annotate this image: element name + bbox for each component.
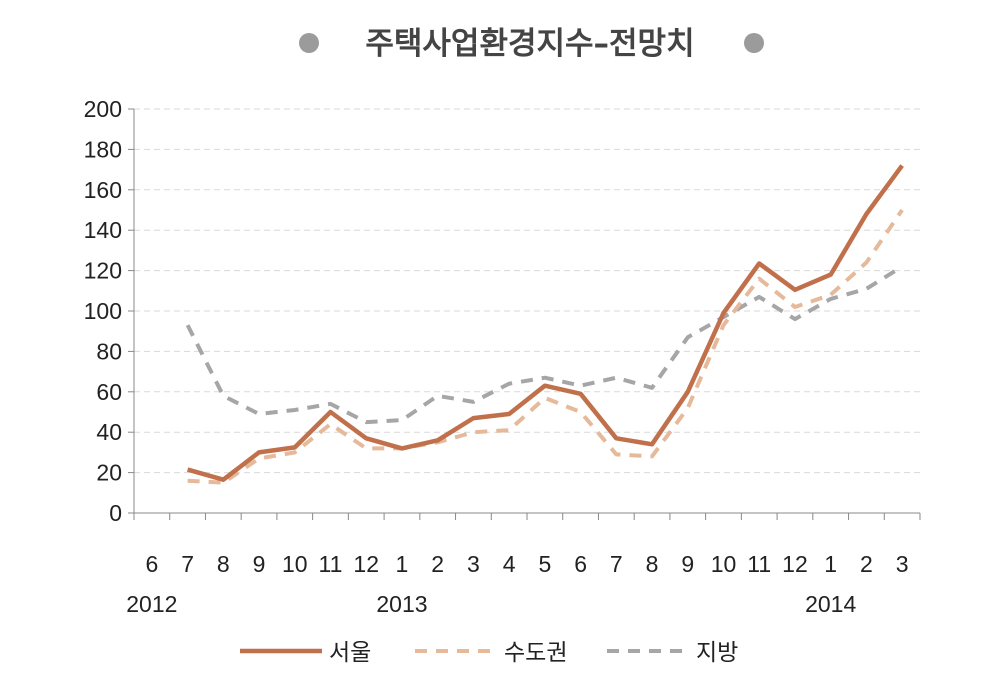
year-label: 2012 [126,591,177,617]
title-right-bullet-icon [744,33,764,53]
x-tick-label: 5 [538,551,551,577]
x-tick-label: 9 [681,551,694,577]
x-tick-label: 6 [145,551,158,577]
x-tick-label: 2 [431,551,444,577]
y-tick-label: 140 [84,217,122,243]
y-tick-label: 120 [84,258,122,284]
x-tick-label: 2 [860,551,873,577]
x-tick-label: 3 [467,551,480,577]
x-tick-label: 6 [574,551,587,577]
y-tick-label: 80 [96,338,122,364]
y-tick-label: 60 [96,379,122,405]
legend-item-provinces: 지방 [607,640,738,666]
y-tick-label: 40 [96,419,122,445]
x-tick-label: 12 [353,551,379,577]
year-labels: 2012 2013 2014 [126,591,856,617]
x-tick-label: 10 [711,551,737,577]
year-label: 2014 [805,591,856,617]
x-axis-ticks: 6 7 8 9 10 11 12 1 2 3 4 5 6 7 8 9 10 11 12 1 2 3 [133,513,921,577]
y-tick-label: 0 [109,500,122,526]
chart-title-text: 주택사업환경지수–전망치 [365,26,694,62]
x-tick-label: 8 [217,551,230,577]
x-tick-label: 1 [824,551,837,577]
series-line-capital-area [187,208,904,485]
legend-label: 서울 [329,640,371,666]
chart-title: 주택사업환경지수–전망치 [299,26,764,62]
series-line-provinces [185,264,904,425]
y-axis-ticks: 0 20 40 60 80 100 120 140 160 180 200 [84,96,134,526]
legend: 서울 수도권 지방 [240,640,738,666]
x-tick-label: 12 [782,551,808,577]
x-tick-label: 3 [896,551,909,577]
legend-item-capital-area: 수도권 [415,640,567,666]
x-tick-label: 11 [319,551,343,577]
x-tick-label: 9 [253,551,266,577]
y-tick-label: 20 [96,460,122,486]
series-line-seoul [186,164,904,482]
legend-label: 수도권 [504,640,567,666]
legend-label: 지방 [696,640,738,666]
x-tick-label: 11 [747,551,771,577]
x-tick-label: 7 [181,551,194,577]
legend-item-seoul: 서울 [240,640,371,666]
y-tick-label: 200 [84,96,122,122]
series-lines [185,164,904,485]
y-tick-label: 100 [84,298,122,324]
y-tick-label: 180 [84,136,122,162]
y-tick-label: 160 [84,177,122,203]
x-tick-label: 1 [396,551,409,577]
year-label: 2013 [376,591,427,617]
x-tick-label: 4 [503,551,516,577]
x-tick-label: 7 [610,551,623,577]
x-tick-label: 10 [282,551,308,577]
grid-lines [134,108,920,474]
title-left-bullet-icon [299,33,319,53]
x-tick-label: 8 [646,551,659,577]
